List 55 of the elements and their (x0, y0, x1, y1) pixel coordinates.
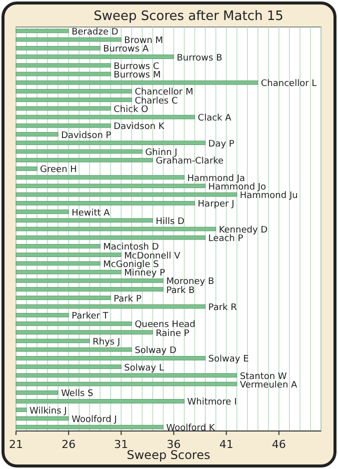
y-tick-label: Queens Head (134, 320, 196, 330)
y-tick-label: Hammond Ja (187, 174, 246, 184)
y-tick-label: Whitmore I (187, 398, 237, 408)
y-tick-label: Ghinn J (145, 148, 178, 158)
y-tick-label: Kennedy D (218, 226, 268, 236)
y-tick-label: Beradze D (72, 27, 118, 38)
y-tick-label: Chancellor M (134, 88, 194, 98)
y-tick-label: Chick O (114, 104, 148, 115)
y-tick-label: Wells S (61, 389, 94, 400)
x-tick-label: 46 (272, 438, 286, 451)
y-tick-label: Davidson P (61, 130, 112, 141)
y-tick-label: Solway L (124, 363, 164, 374)
y-tick-label: Hammond Ju (240, 191, 298, 202)
y-tick-label: Hewitt A (72, 208, 111, 218)
y-tick-label: McDonnell V (124, 251, 182, 262)
y-tick-label: Solway E (208, 354, 250, 365)
y-tick-label: Green H (40, 165, 77, 176)
y-tick-label: Macintosh D (103, 242, 159, 253)
y-tick-label: Stanton W (240, 372, 287, 382)
x-tick-label: 31 (114, 438, 128, 451)
y-tick-label: Burrows B (176, 53, 222, 64)
x-tick-label: 26 (62, 438, 76, 451)
y-tick-label: Solway D (134, 346, 176, 356)
y-tick-label: Day P (208, 139, 235, 150)
y-tick-label: Park B (166, 286, 195, 296)
y-tick-label: Wilkins J (30, 406, 67, 416)
y-tick-label: Park R (208, 303, 237, 314)
y-tick-label: Woolford J (72, 414, 117, 425)
x-axis-title: Sweep Scores (126, 448, 210, 462)
y-tick-label: Burrows M (114, 70, 161, 80)
y-tick-label: Clack A (198, 114, 232, 124)
y-tick-label: Park P (114, 294, 142, 304)
y-tick-label: Raine P (156, 328, 190, 339)
y-tick-label: Vermeulen A (240, 380, 298, 391)
y-tick-label: Burrows C (114, 62, 160, 72)
y-tick-label: Hills D (156, 216, 185, 227)
x-tick-label: 21 (9, 438, 23, 451)
x-tick-label: 41 (219, 438, 234, 451)
y-tick-label: Davidson K (114, 122, 166, 132)
y-tick-label: Charles C (134, 96, 178, 106)
y-tick-label: Chancellor L (260, 79, 317, 90)
y-tick-label: Rhys J (92, 337, 120, 348)
y-tick-label: Parker T (72, 312, 109, 322)
y-tick-label: Brown M (124, 36, 164, 46)
y-tick-label: Woolford K (166, 424, 216, 434)
x-tick-label: 36 (166, 438, 181, 451)
y-tick-label: Graham-Clarke (156, 156, 224, 167)
y-tick-label: Leach P (208, 234, 244, 244)
y-tick-label: Minney P (124, 268, 166, 279)
y-tick-label: Burrows A (103, 44, 150, 55)
y-tick-label: McGonigle S (103, 260, 160, 270)
chart-title: Sweep Scores after Match 15 (94, 9, 284, 24)
y-tick-label: Moroney B (166, 277, 214, 288)
y-tick-label: Harper J (198, 200, 234, 210)
y-tick-label: Hammond Jo (208, 182, 267, 192)
